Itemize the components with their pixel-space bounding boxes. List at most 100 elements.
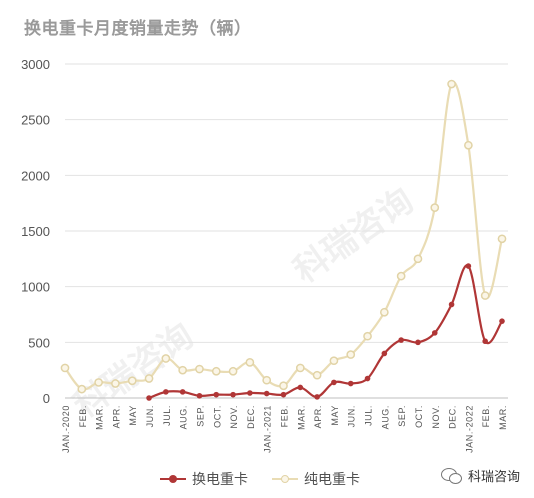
x-tick-label: JAN.-2020 (61, 405, 71, 453)
data-point (211, 366, 221, 376)
x-tick-label: DEC. (246, 405, 256, 429)
x-tick-label: MAY (128, 405, 138, 426)
data-point (398, 337, 404, 343)
x-tick-label: SEP. (397, 405, 407, 427)
series-area (60, 79, 507, 401)
x-tick-label: JAN.-2021 (263, 405, 273, 453)
series-line (64, 81, 504, 391)
data-point (396, 271, 406, 281)
x-tick-label: JUN. (145, 405, 155, 427)
data-point (314, 394, 320, 400)
y-axis: 0 500 1000 1500 2000 2500 3000 (21, 57, 50, 406)
data-point (178, 365, 188, 375)
data-point (161, 354, 171, 363)
data-point (329, 356, 339, 366)
y-tick-label: 500 (28, 335, 50, 350)
data-point (196, 392, 203, 399)
data-point (146, 395, 152, 401)
series-line (148, 264, 503, 400)
data-point (381, 350, 388, 357)
data-point (179, 389, 186, 395)
x-tick-label: MAY (330, 405, 340, 426)
x-tick-label: AUG. (380, 405, 390, 429)
legend-swatch-swap (160, 474, 186, 484)
data-point (430, 203, 440, 212)
data-point (228, 366, 238, 376)
data-point (245, 358, 255, 367)
data-point (482, 338, 488, 345)
x-tick-label: OCT. (212, 405, 222, 428)
data-point (431, 330, 438, 336)
data-point (262, 375, 272, 385)
x-tick-label: JUL. (364, 405, 374, 426)
wechat-label: 科瑞咨询 (467, 470, 520, 485)
data-point (94, 378, 103, 387)
data-point (144, 374, 154, 383)
data-point (497, 234, 507, 244)
grid (65, 63, 508, 399)
data-point (480, 291, 490, 300)
data-point (279, 381, 288, 391)
data-point (213, 391, 220, 398)
x-tick-label: MAR. (498, 405, 508, 430)
legend-label-swap: 换电重卡 (192, 472, 248, 488)
data-point (464, 140, 473, 150)
data-point (60, 363, 70, 373)
x-tick-label: DEC. (448, 405, 458, 429)
data-point (297, 384, 304, 391)
data-point (448, 301, 455, 308)
x-tick-label: SEP. (195, 405, 205, 427)
data-point (415, 339, 421, 346)
x-tick-label: FEB. (481, 405, 491, 427)
x-tick-label: FEB. (280, 405, 290, 427)
legend-item-swap: 换电重卡 (160, 469, 248, 489)
data-point (447, 79, 456, 89)
legend-label-pure: 纯电重卡 (304, 472, 360, 488)
y-tick-label: 1000 (21, 280, 50, 295)
data-point (465, 263, 472, 269)
data-point (295, 363, 305, 373)
y-tick-label: 2500 (21, 113, 50, 128)
x-tick-label: OCT. (414, 405, 424, 428)
y-tick-label: 1500 (21, 224, 50, 239)
wechat-badge: 科瑞咨询 (440, 466, 520, 485)
x-tick-label: JUL. (162, 405, 172, 426)
legend-swatch-pure (272, 474, 298, 484)
series-pure (60, 79, 507, 394)
y-tick-label: 0 (43, 391, 50, 406)
data-point (347, 380, 354, 387)
x-tick-label: NOV. (229, 405, 239, 429)
x-tick-label: MAR. (95, 405, 105, 430)
legend-item-pure: 纯电重卡 (272, 469, 360, 489)
x-tick-label: FEB. (78, 405, 88, 427)
data-point (230, 391, 236, 398)
data-point (331, 379, 337, 386)
data-point (364, 375, 371, 382)
chart-title: 换电重卡月度销量走势（辆） (24, 19, 252, 39)
data-point (499, 318, 505, 324)
x-tick-label: APR. (313, 405, 323, 428)
data-point (77, 384, 87, 394)
data-point (195, 364, 204, 374)
y-tick-label: 3000 (21, 57, 50, 72)
data-point (312, 370, 322, 380)
series-swap (146, 263, 505, 401)
data-point (413, 254, 423, 264)
data-point (163, 389, 169, 395)
x-tick-label: APR. (111, 405, 121, 428)
data-point (247, 390, 253, 396)
data-point (263, 390, 270, 397)
wechat-icon (440, 467, 463, 485)
x-tick-label: NOV. (431, 405, 441, 429)
x-tick-label: MAR. (296, 405, 306, 430)
x-axis: JAN.-2020 FEB. MAR. APR. MAY JUN. JUL. AUG. SEP.… (61, 405, 508, 453)
data-point (127, 376, 137, 386)
data-point (111, 379, 120, 388)
y-tick-label: 2000 (21, 168, 50, 183)
data-point (363, 331, 372, 341)
data-point (280, 391, 287, 398)
data-point (346, 350, 356, 359)
x-tick-label: AUG. (179, 405, 189, 429)
